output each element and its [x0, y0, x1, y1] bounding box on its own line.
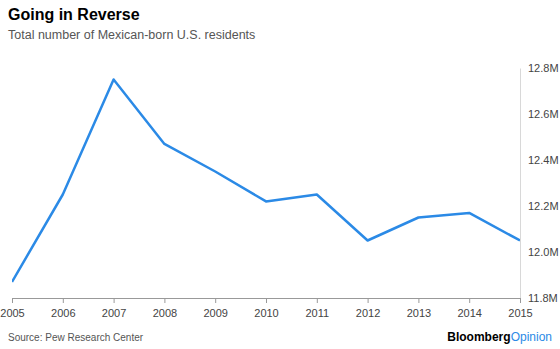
- y-tick: 11.8M: [520, 292, 558, 304]
- y-tick-label: 12.8M: [528, 62, 559, 74]
- x-tick-label: 2006: [51, 307, 75, 319]
- x-tick-mark: [12, 298, 13, 303]
- x-tick-mark: [215, 298, 216, 303]
- x-tick-mark: [63, 298, 64, 303]
- x-tick-mark: [164, 298, 165, 303]
- x-tick-mark: [418, 298, 419, 303]
- x-tick: 2007: [102, 298, 126, 319]
- x-tick-mark: [520, 298, 521, 303]
- title: Going in Reverse: [8, 6, 140, 23]
- x-tick-label: 2012: [356, 307, 380, 319]
- x-tick: 2014: [457, 298, 481, 319]
- y-axis: 11.8M 12.0M 12.2M 12.4M 12.6M 12.8M: [520, 62, 559, 304]
- y-tick: 12.4M: [520, 154, 559, 166]
- x-tick-label: 2013: [407, 307, 431, 319]
- x-tick-label: 2010: [254, 307, 278, 319]
- y-axis-line: [520, 69, 521, 299]
- x-tick-label: 2008: [153, 307, 177, 319]
- x-tick: 2015: [508, 298, 532, 319]
- x-tick-mark: [317, 298, 318, 303]
- subtitle: Total number of Mexican-born U.S. reside…: [8, 28, 255, 42]
- x-tick-mark: [266, 298, 267, 303]
- y-tick-label: 12.4M: [528, 154, 559, 166]
- x-tick-mark: [114, 298, 115, 303]
- y-tick: 12.0M: [520, 246, 559, 258]
- line: [12, 80, 520, 282]
- x-tick: 2013: [407, 298, 431, 319]
- x-tick-label: 2009: [203, 307, 227, 319]
- x-tick-label: 2015: [508, 307, 532, 319]
- y-tick-label: 12.0M: [528, 246, 559, 258]
- series: [12, 80, 520, 282]
- x-tick: 2011: [305, 298, 329, 319]
- y-tick-label: 12.6M: [528, 108, 559, 120]
- logo-part: Opinion: [511, 330, 552, 344]
- x-tick-label: 2007: [102, 307, 126, 319]
- x-tick-mark: [368, 298, 369, 303]
- y-tick: 12.8M: [520, 62, 559, 74]
- y-tick: 12.6M: [520, 108, 559, 120]
- chart: Going in Reverse Total number of Mexican-…: [0, 0, 560, 349]
- plot: 11.8M12.0M12.2M12.4M12.6M12.8M2005200620…: [0, 62, 558, 319]
- x-tick: 2009: [203, 298, 227, 319]
- y-tick-label: 11.8M: [528, 292, 558, 304]
- x-tick-mark: [469, 298, 470, 303]
- logo: BloombergOpinion: [447, 330, 552, 344]
- y-tick-label: 12.2M: [528, 200, 559, 212]
- x-tick-label: 2014: [457, 307, 481, 319]
- x-tick: 2005: [0, 298, 24, 319]
- x-tick: 2006: [51, 298, 75, 319]
- y-tick: 12.2M: [520, 200, 559, 212]
- x-axis: 2005 2006 2007 2008 2009 2010 2011 2012 2013 2014…: [0, 298, 532, 319]
- x-tick-label: 2005: [0, 307, 24, 319]
- logo-part: Bloomberg: [447, 330, 510, 344]
- x-tick: 2008: [153, 298, 177, 319]
- x-tick: 2012: [356, 298, 380, 319]
- x-tick-label: 2011: [305, 307, 329, 319]
- source: Source: Pew Research Center: [8, 332, 144, 343]
- x-tick: 2010: [254, 298, 278, 319]
